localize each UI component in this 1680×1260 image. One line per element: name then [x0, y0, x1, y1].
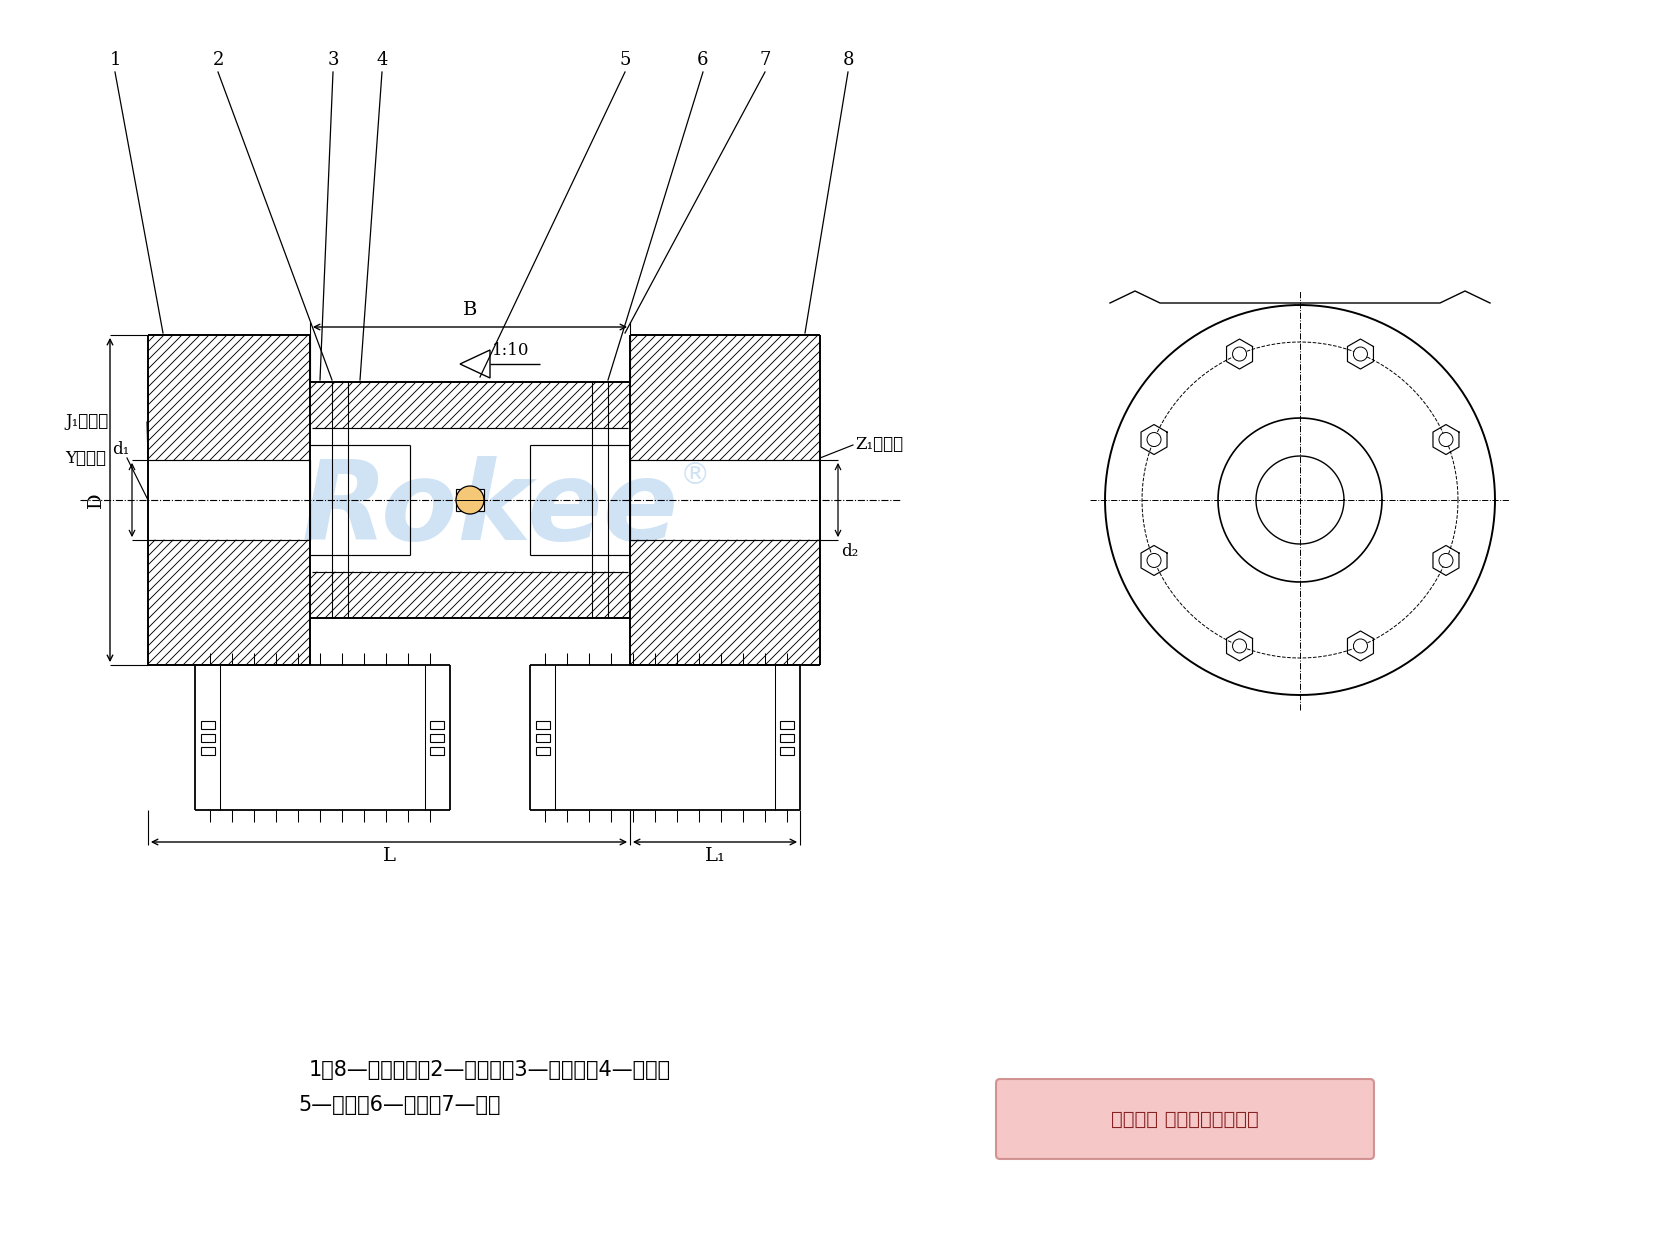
- Bar: [430, 746, 444, 755]
- Bar: [780, 746, 795, 755]
- Text: ®: ®: [680, 460, 711, 489]
- Circle shape: [1440, 553, 1453, 567]
- Text: 2: 2: [212, 50, 223, 69]
- Text: J₁型轴孔: J₁型轴孔: [66, 413, 108, 431]
- Text: 3: 3: [328, 50, 339, 69]
- Circle shape: [1354, 346, 1368, 362]
- Text: 1:10: 1:10: [492, 341, 529, 359]
- Circle shape: [1354, 639, 1368, 653]
- Circle shape: [1147, 553, 1161, 567]
- Circle shape: [1233, 639, 1247, 653]
- Text: Rokee: Rokee: [301, 456, 679, 563]
- Text: 6: 6: [697, 50, 709, 69]
- Bar: [430, 733, 444, 741]
- Text: 版权所有 侵权必被严厉追究: 版权所有 侵权必被严厉追究: [1110, 1110, 1258, 1129]
- Text: 7: 7: [759, 50, 771, 69]
- Text: 8: 8: [842, 50, 853, 69]
- Text: d₁: d₁: [113, 441, 129, 457]
- Text: 1、8—半联轴器；2—外挡板；3—内挡板；4—外套；: 1、8—半联轴器；2—外挡板；3—内挡板；4—外套；: [309, 1060, 670, 1080]
- Text: 1: 1: [109, 50, 121, 69]
- Bar: [202, 721, 215, 728]
- Bar: [780, 721, 795, 728]
- Text: D: D: [87, 493, 104, 508]
- Bar: [202, 733, 215, 741]
- Bar: [430, 721, 444, 728]
- Bar: [536, 746, 549, 755]
- Circle shape: [1147, 432, 1161, 446]
- Circle shape: [1233, 346, 1247, 362]
- Text: B: B: [462, 301, 477, 319]
- Text: 5—柱销；6—螺栓；7—垫圈: 5—柱销；6—螺栓；7—垫圈: [299, 1095, 501, 1115]
- Bar: [780, 733, 795, 741]
- Circle shape: [455, 486, 484, 514]
- Text: L₁: L₁: [704, 847, 726, 866]
- Bar: [536, 721, 549, 728]
- Bar: [202, 746, 215, 755]
- Text: Y型轴孔: Y型轴孔: [66, 450, 106, 466]
- Text: L: L: [383, 847, 395, 866]
- Circle shape: [1440, 432, 1453, 446]
- Text: 4: 4: [376, 50, 388, 69]
- Text: 5: 5: [620, 50, 630, 69]
- Text: d₂: d₂: [842, 543, 858, 559]
- Text: Z₁型轴孔: Z₁型轴孔: [855, 436, 904, 454]
- Bar: [536, 733, 549, 741]
- Bar: [455, 489, 484, 512]
- FancyBboxPatch shape: [996, 1079, 1374, 1159]
